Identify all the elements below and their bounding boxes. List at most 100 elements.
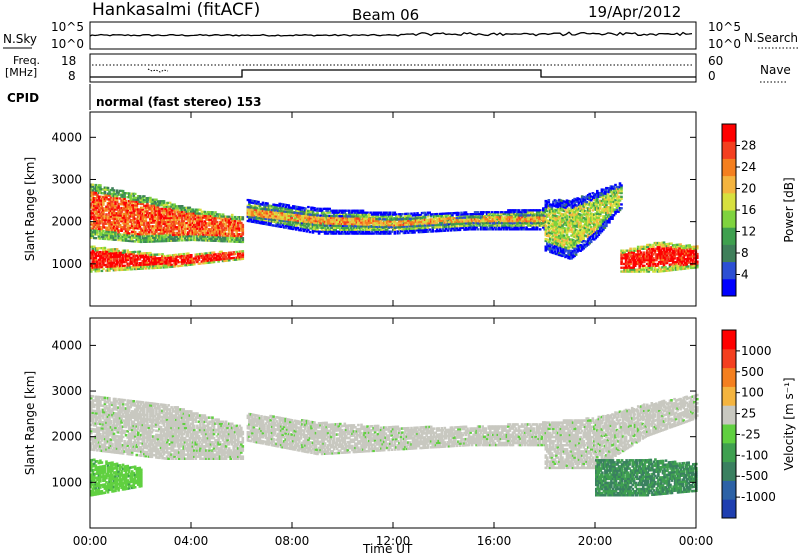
data-cell [133, 267, 137, 271]
data-cell [147, 212, 151, 215]
data-cell [227, 232, 231, 235]
data-cell [230, 230, 234, 234]
data-cell [90, 202, 93, 205]
data-cell [132, 223, 135, 226]
data-cell [90, 193, 93, 196]
data-cell [176, 228, 179, 231]
data-cell [117, 231, 120, 234]
data-cell [117, 202, 120, 206]
data-cell [420, 216, 424, 220]
data-cell [137, 250, 140, 253]
data-cell [115, 216, 119, 219]
data-cell [180, 229, 184, 232]
data-cell [149, 200, 152, 203]
data-cell [106, 226, 110, 229]
data-cell [112, 232, 116, 236]
data-cell [94, 191, 98, 194]
data-cell [120, 189, 123, 193]
data-cell [220, 228, 223, 231]
data-cell [211, 224, 214, 227]
data-cell [173, 211, 176, 214]
data-cell [150, 257, 154, 260]
data-cell [185, 216, 188, 219]
data-cell [135, 202, 139, 205]
data-cell [224, 236, 228, 239]
data-cell [224, 217, 228, 220]
data-cell [130, 266, 134, 269]
data-cell [133, 217, 137, 220]
data-cell [97, 187, 101, 191]
data-cell [137, 202, 140, 205]
data-cell [130, 223, 134, 226]
data-cell [90, 253, 93, 256]
data-cell [114, 267, 117, 270]
data-cell [114, 198, 117, 202]
data-cell [235, 223, 238, 226]
data-cell [132, 213, 135, 216]
data-cell [187, 227, 190, 230]
data-cell [161, 209, 164, 212]
data-cell [135, 265, 139, 269]
data-cell [97, 269, 101, 273]
data-cell [230, 234, 234, 237]
data-cell [257, 200, 260, 204]
data-cell [147, 255, 151, 259]
data-cell [94, 256, 98, 260]
data-cell [132, 211, 135, 214]
data-cell [240, 229, 243, 232]
data-cell [143, 256, 146, 259]
data-cell [93, 260, 96, 263]
data-cell [108, 256, 111, 259]
data-cell [196, 208, 199, 211]
data-cell [91, 215, 95, 219]
data-cell [170, 239, 173, 242]
data-cell [133, 209, 137, 213]
data-cell [212, 220, 216, 223]
data-cell [118, 218, 122, 221]
data-cell [117, 210, 120, 213]
data-cell [187, 235, 190, 238]
data-cell [108, 192, 111, 195]
data-cell [127, 224, 131, 227]
data-cell [196, 238, 199, 242]
data-cell [106, 217, 110, 220]
data-cell [124, 211, 128, 214]
data-cell [94, 231, 98, 234]
sky-tick-top: 10^5 [51, 20, 84, 34]
data-cell [118, 220, 122, 223]
data-cell [153, 236, 157, 239]
data-cell [215, 226, 219, 229]
data-cell [224, 219, 228, 222]
data-cell [143, 261, 146, 264]
data-cell [159, 204, 163, 207]
data-cell [132, 194, 135, 197]
data-cell [124, 224, 128, 227]
data-cell [97, 220, 101, 223]
data-cell [174, 214, 178, 217]
data-cell [193, 231, 196, 234]
data-cell [156, 200, 160, 203]
data-cell [180, 225, 184, 229]
data-cell [167, 239, 170, 242]
data-cell [153, 261, 157, 264]
data-cell [93, 208, 96, 211]
data-cell [237, 236, 240, 240]
freq-trace [90, 69, 696, 78]
data-cell [183, 206, 187, 210]
data-cell [97, 222, 101, 225]
data-cell [132, 230, 135, 233]
data-cell [232, 219, 235, 222]
data-cell [155, 209, 158, 213]
data-cell [112, 196, 116, 200]
data-cell [94, 218, 98, 221]
data-cell [202, 222, 205, 225]
data-cell [200, 212, 204, 215]
data-cell [91, 264, 95, 267]
data-cell [121, 212, 125, 215]
data-cell [205, 231, 208, 234]
data-cell [176, 226, 179, 229]
data-cell [230, 219, 234, 222]
data-cell [130, 224, 134, 228]
data-cell [111, 217, 114, 220]
data-cell [130, 234, 134, 237]
